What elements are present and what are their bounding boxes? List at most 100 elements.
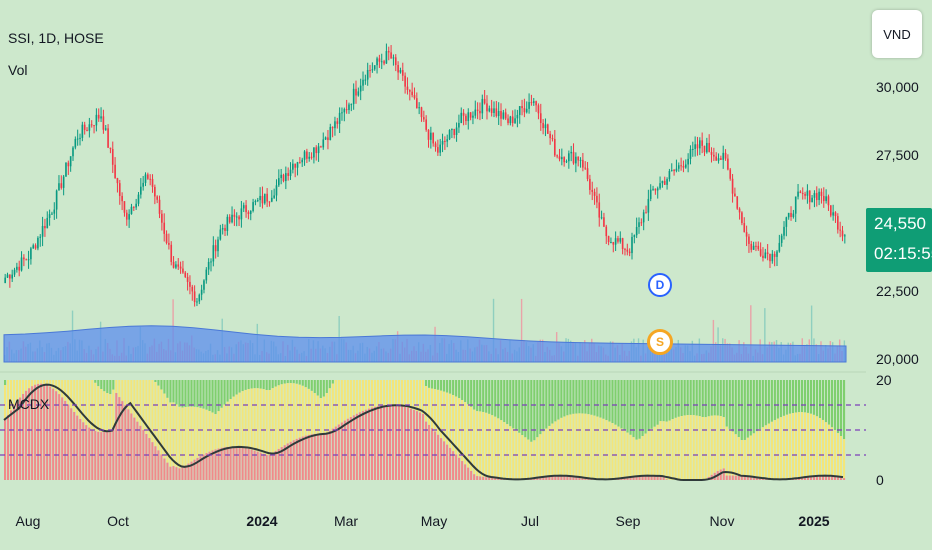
mcdx-green-bar: [722, 380, 725, 418]
candle-body: [352, 88, 355, 105]
mcdx-yellow-bar: [677, 416, 680, 480]
dividend-marker-icon[interactable]: D: [648, 273, 672, 297]
candle-body: [81, 124, 84, 138]
mcdx-yellow-bar: [295, 383, 298, 439]
volume-bar: [492, 298, 495, 362]
mcdx-yellow-bar: [76, 380, 79, 416]
mcdx-red-bar: [400, 406, 404, 480]
candle-body: [734, 193, 736, 197]
mcdx-green-bar: [319, 380, 322, 399]
mcdx-red-bar: [659, 475, 662, 480]
candle-body: [797, 191, 799, 197]
candle-body: [507, 118, 509, 124]
mcdx-green-bar: [289, 380, 292, 384]
mcdx-red-bar: [818, 475, 822, 480]
mcdx-red-bar: [349, 416, 352, 480]
price-axis-tick: 20,000: [876, 351, 919, 367]
mcdx-green-bar: [229, 380, 232, 400]
candle-body: [631, 236, 633, 254]
currency-button[interactable]: VND: [872, 10, 922, 58]
mcdx-green-bar: [256, 380, 259, 389]
mcdx-red-bar: [725, 475, 728, 480]
candle-body: [757, 245, 760, 250]
candle-body: [582, 159, 584, 168]
candle-body: [338, 112, 341, 124]
mcdx-yellow-bar: [743, 439, 746, 477]
candle-body: [532, 101, 535, 103]
candle-body: [327, 137, 329, 141]
mcdx-red-bar: [115, 392, 118, 480]
mcdx-yellow-bar: [169, 402, 172, 467]
mcdx-green-bar: [689, 380, 692, 416]
mcdx-red-bar: [343, 420, 346, 480]
mcdx-red-bar: [259, 452, 262, 480]
mcdx-yellow-bar: [310, 390, 313, 435]
mcdx-yellow-bar: [82, 380, 85, 423]
mcdx-green-bar: [761, 380, 764, 428]
candle-body: [369, 69, 371, 71]
candle-body: [827, 196, 830, 206]
candle-body: [839, 229, 841, 231]
mcdx-red-bar: [373, 406, 376, 480]
mcdx-yellow-bar: [301, 385, 304, 437]
candle-body: [299, 162, 301, 164]
mcdx-red-bar: [154, 446, 157, 480]
mcdx-yellow-bar: [500, 420, 503, 480]
mcdx-yellow-bar: [650, 428, 653, 476]
mcdx-red-bar: [70, 408, 73, 480]
candle-body: [53, 209, 56, 214]
volume-label[interactable]: Vol: [8, 62, 28, 78]
candle-body: [191, 286, 194, 292]
mcdx-red-bar: [566, 476, 569, 480]
candle-body: [565, 161, 568, 163]
mcdx-red-bar: [629, 476, 632, 480]
mcdx-red-bar: [202, 454, 205, 480]
mcdx-yellow-bar: [256, 388, 259, 452]
mcdx-yellow-bar: [791, 413, 794, 478]
mcdx-red-bar: [289, 441, 292, 480]
mcdx-green-bar: [232, 380, 235, 397]
candle-body: [83, 124, 86, 130]
mcdx-yellow-bar: [193, 406, 196, 460]
mcdx-red-bar: [590, 479, 593, 480]
mcdx-green-bar: [608, 380, 611, 422]
candle-body: [79, 137, 81, 139]
mcdx-green-bar: [710, 380, 713, 416]
indicator-label[interactable]: MCDX: [8, 396, 50, 412]
mcdx-yellow-bar: [124, 380, 127, 406]
mcdx-green-bar: [560, 380, 563, 418]
mcdx-yellow-bar: [731, 431, 734, 476]
candle-body: [228, 216, 231, 223]
split-marker-icon[interactable]: S: [647, 329, 673, 355]
mcdx-red-bar: [403, 406, 407, 480]
candle-body: [750, 243, 753, 250]
mcdx-yellow-bar: [428, 387, 431, 425]
mcdx-red-bar: [265, 454, 268, 480]
mcdx-yellow-bar: [88, 380, 91, 428]
candle-body: [783, 226, 785, 236]
mcdx-yellow-bar: [764, 425, 767, 480]
mcdx-red-bar: [130, 413, 133, 480]
symbol-title[interactable]: SSI, 1D, HOSE: [8, 30, 104, 46]
mcdx-yellow-bar: [94, 382, 97, 431]
candle-body: [829, 205, 832, 216]
mcdx-yellow-bar: [713, 415, 716, 473]
last-price: 24,550: [874, 214, 926, 233]
price-axis-tick: 27,500: [876, 147, 919, 163]
mcdx-red-bar: [121, 401, 124, 480]
candle-body: [149, 178, 151, 180]
mcdx-green-bar: [160, 380, 163, 390]
candle-body: [776, 251, 778, 257]
mcdx-yellow-bar: [785, 414, 788, 479]
candle-body: [778, 242, 781, 252]
candle-body: [30, 248, 32, 260]
candle-body: [95, 114, 98, 126]
candle-body: [815, 193, 818, 201]
mcdx-yellow-bar: [821, 419, 825, 476]
candle-body: [418, 107, 420, 109]
mcdx-yellow-bar: [238, 392, 241, 448]
mcdx-green-bar: [509, 380, 512, 427]
mcdx-yellow-bar: [776, 418, 779, 480]
candle-body: [792, 213, 795, 217]
candle-body: [233, 214, 236, 217]
